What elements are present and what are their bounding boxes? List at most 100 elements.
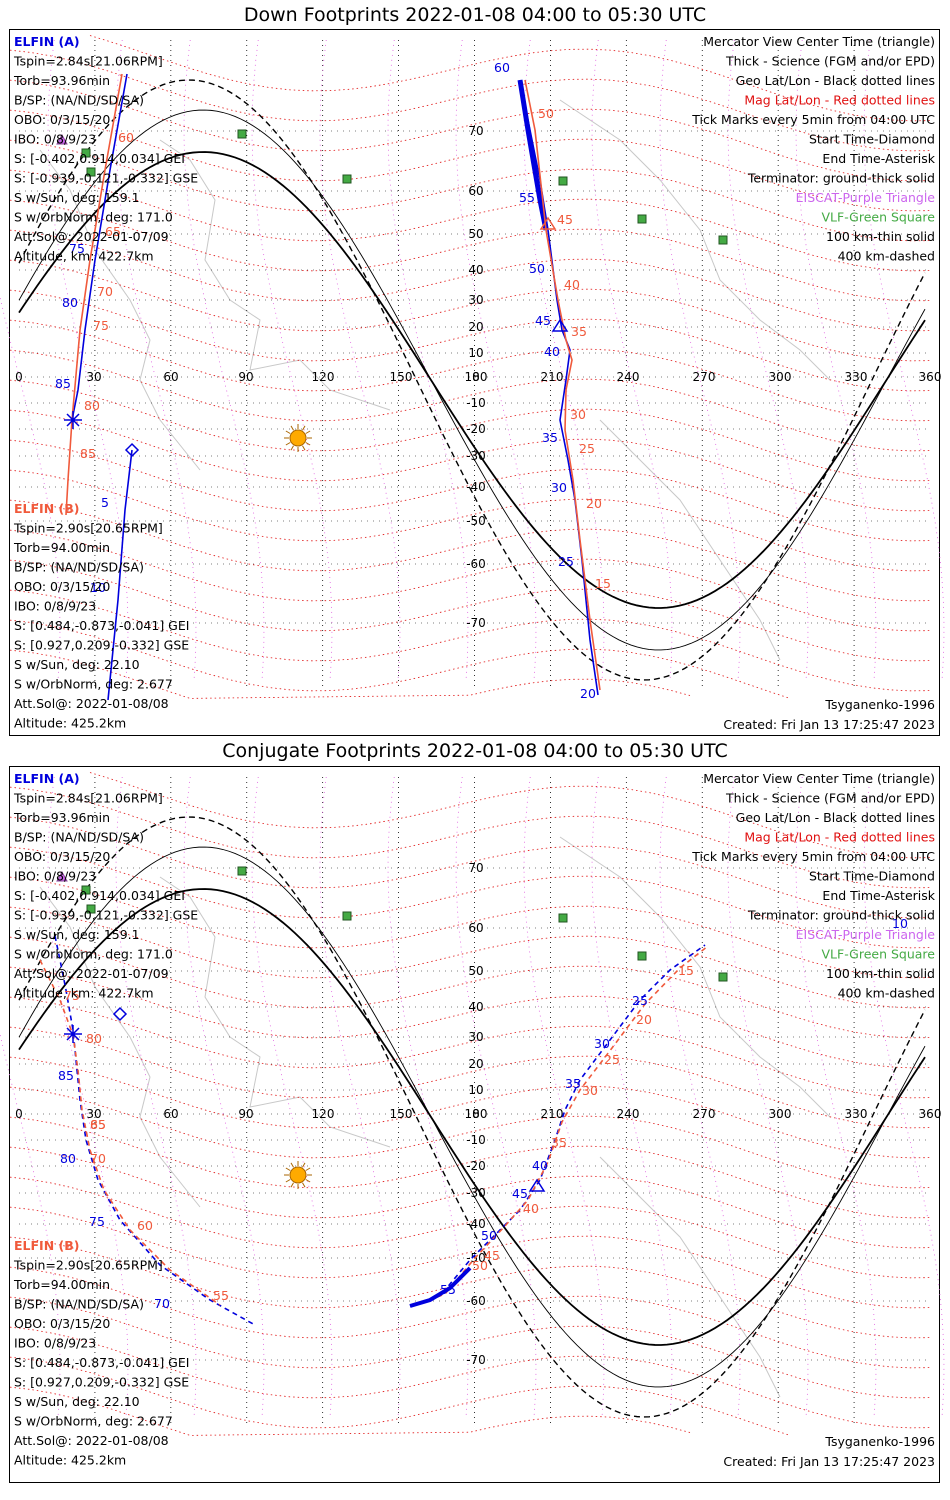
elfin-b-tick-label: 35 [571,324,587,339]
lat-tick-label: 50 [468,964,483,978]
elfin-a-info-line: Att.Sol@: 2022-01-07/09 [14,229,169,244]
mag-lat-line [9,349,931,452]
elfin-b-info-line: B/SP: (NA/ND/SD/SA) [14,1297,144,1312]
elfin-a-conjugate-track [54,935,256,1326]
elfin-a-science-track [409,1266,472,1308]
mag-lat-line [9,589,931,692]
elfin-b-tick-label: 80 [84,398,100,413]
elfin-a-info-line: S w/Sun, deg: 159.1 [14,190,140,205]
sun-ray [305,1179,311,1183]
elfin-b-tick-label: 40 [564,277,580,292]
elfin-a-tick-label: 55 [519,190,535,205]
sun-ray [302,1162,306,1168]
vlf-station-icon [81,148,91,158]
legend-entry: 400 km-dashed [838,986,935,1001]
lon-tick-label: 360 [919,1107,942,1121]
legend-entry: Terminator: ground-thick solid [747,171,935,186]
lat-tick-label: -70 [466,1353,486,1367]
mag-lat-line [9,289,931,392]
elfin-a-tick-label: 55 [440,1282,456,1297]
lon-tick-label: 90 [238,1107,253,1121]
lon-tick-label: 240 [617,1107,640,1121]
vlf-station-icon [637,214,647,224]
eiscat-station-icon [56,133,68,145]
mag-lat-line [9,469,931,572]
created-timestamp: Created: Fri Jan 13 17:25:47 2023 [723,1454,935,1469]
elfin-a-tick-label: 80 [62,295,78,310]
elfin-a-info-line: IBO: 0/8/9/23 [14,132,96,147]
lat-tick-label: 10 [468,1083,483,1097]
elfin-a-tick-label: 30 [594,1036,610,1051]
lat-tick-label: 20 [468,320,483,334]
sun-ray [290,1182,294,1188]
elfin-b-tick-label: 65 [90,1117,106,1132]
elfin-b-tick-label: 60 [137,1218,153,1233]
lat-tick-label: 40 [468,263,483,277]
elfin-a-tick-label: 45 [512,1186,528,1201]
elfin-b-tick-label: 75 [93,318,109,333]
elfin-a-info-line: Tspin=2.84s[21.06RPM] [13,54,163,69]
lat-tick-label: -60 [466,1294,486,1308]
elfin-b-info-line: S w/Sun, deg: 22.10 [14,657,140,672]
lat-tick-label: 70 [468,124,483,138]
elfin-a-info-line: B/SP: (NA/ND/SD/SA) [14,830,144,845]
elfin-a-tick-label: 45 [535,313,551,328]
lon-tick-label: 30 [86,370,101,384]
sun-ray [285,1167,291,1171]
end-asterisk-icon [64,411,82,429]
mag-lat-line [9,379,931,482]
sun-icon [289,429,307,447]
panel-title-conjugate: Conjugate Footprints 2022-01-08 04:00 to… [222,740,728,762]
elfin-a-tick-label: 25 [632,993,648,1008]
sun-ray [290,425,294,431]
legend-entry: Geo Lat/Lon - Black dotted lines [736,810,935,825]
legend-entry: 100 km-thin solid [826,966,935,981]
vlf-station-icon [342,911,352,921]
elfin-b-info-line: IBO: 0/8/9/23 [14,1336,96,1351]
elfin-a-tick-label: 20 [580,686,596,701]
legend-entry: Mag Lat/Lon - Red dotted lines [744,93,935,108]
model-label: Tsyganenko-1996 [824,1434,935,1449]
elfin-b-info-line: S w/OrbNorm, deg: 2.677 [14,677,173,692]
elfin-a-tick-label: 35 [542,430,558,445]
legend-entry: Mercator View Center Time (triangle) [703,771,935,786]
elfin-a-tick-label: 40 [532,1158,548,1173]
mag-lat-line [9,1296,931,1399]
mag-lat-line [9,1236,931,1339]
legend-entry: VLF-Green Square [821,210,935,225]
mag-lat-line [9,649,691,699]
mag-lat-line [9,1056,931,1159]
elfin-a-header: ELFIN (A) [14,771,80,786]
elfin-a-tick-label: 85 [55,376,71,391]
lon-tick-label: 270 [693,1107,716,1121]
legend-entry: Geo Lat/Lon - Black dotted lines [736,73,935,88]
elfin-b-info-line: S: [0.484,-0.873,-0.041] GEI [14,1355,189,1370]
vlf-station-icon [86,904,96,914]
lat-tick-label: 20 [468,1057,483,1071]
mag-lat-line [9,1026,931,1129]
coastline [559,836,831,1118]
mag-lat-line [9,816,931,919]
elfin-a-info-line: Att.Sol@: 2022-01-07/09 [14,966,169,981]
lat-tick-label: 10 [468,346,483,360]
sun-ray [302,1182,306,1188]
elfin-b-conjugate-track [39,959,221,1306]
elfin-a-tick-label: 50 [481,1228,497,1243]
mag-lat-line [9,1206,931,1309]
elfin-b-tick-label: 55 [213,1288,229,1303]
lat-tick-label: 50 [468,227,483,241]
legend-entry: Tick Marks every 5min from 04:00 UTC [691,112,935,127]
lon-tick-label: 60 [163,370,178,384]
elfin-a-tick-label: 75 [89,1214,105,1229]
elfin-b-tick-label: 15 [678,963,694,978]
legend-entry: Start Time-Diamond [809,869,935,884]
legend-entry: Tick Marks every 5min from 04:00 UTC [691,849,935,864]
elfin-a-science-track [517,79,549,231]
coastline [39,149,201,471]
elfin-a-info-line: S w/Sun, deg: 159.1 [14,927,140,942]
elfin-b-info-line: B/SP: (NA/ND/SD/SA) [14,560,144,575]
map-frame [9,29,940,736]
elfin-b-info-line: S w/OrbNorm, deg: 2.677 [14,1414,173,1429]
mag-lat-line [9,846,931,949]
